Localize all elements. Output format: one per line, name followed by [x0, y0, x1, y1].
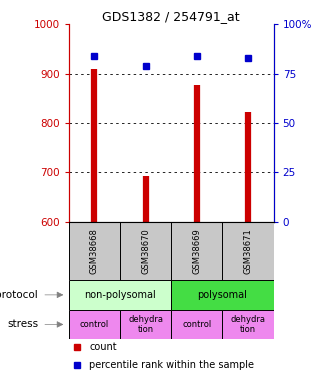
Bar: [171, 222, 222, 280]
Text: control: control: [182, 320, 212, 329]
Text: polysomal: polysomal: [197, 290, 247, 300]
Bar: [222, 222, 274, 280]
Text: count: count: [89, 342, 117, 352]
Bar: [69, 280, 171, 310]
Text: GSM38668: GSM38668: [90, 228, 99, 274]
Text: control: control: [80, 320, 109, 329]
Text: dehydra
tion: dehydra tion: [128, 315, 163, 334]
Bar: [171, 310, 222, 339]
Text: non-polysomal: non-polysomal: [84, 290, 156, 300]
Text: GSM38671: GSM38671: [244, 228, 252, 274]
Text: protocol: protocol: [0, 290, 38, 300]
Bar: [120, 310, 171, 339]
Title: GDS1382 / 254791_at: GDS1382 / 254791_at: [102, 10, 240, 23]
Bar: [69, 222, 120, 280]
Text: GSM38669: GSM38669: [192, 228, 201, 274]
Bar: [222, 310, 274, 339]
Text: percentile rank within the sample: percentile rank within the sample: [89, 360, 254, 370]
Text: dehydra
tion: dehydra tion: [230, 315, 266, 334]
Bar: [69, 310, 120, 339]
Bar: [171, 280, 274, 310]
Bar: [120, 222, 171, 280]
Text: stress: stress: [7, 320, 38, 330]
Text: GSM38670: GSM38670: [141, 228, 150, 274]
